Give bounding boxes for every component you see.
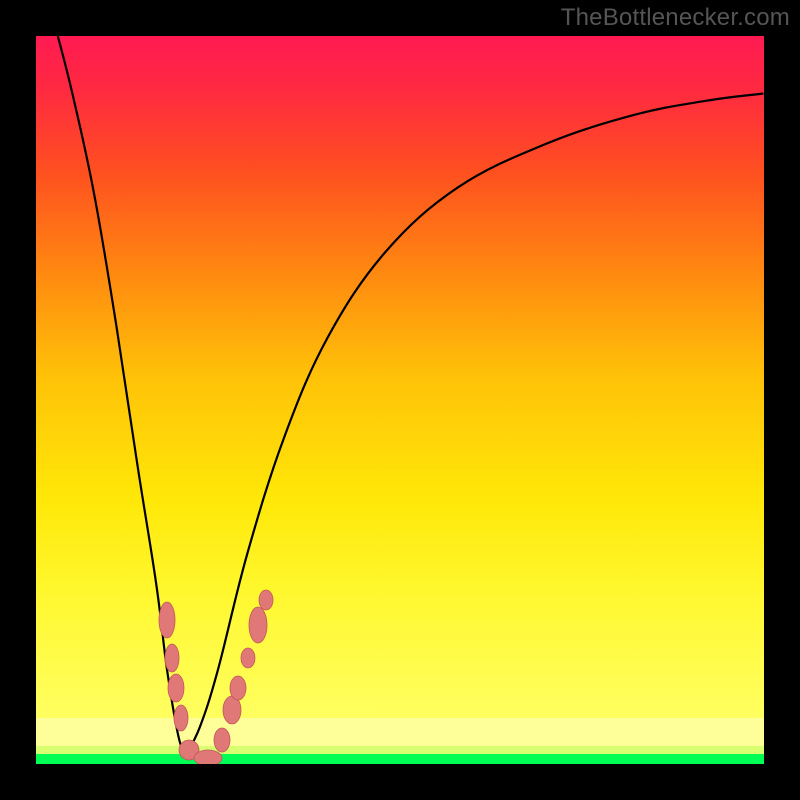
chart-frame: TheBottlenecker.com	[0, 0, 800, 800]
watermark-text: TheBottlenecker.com	[561, 4, 790, 31]
bottleneck-plot	[0, 0, 800, 800]
watermark: TheBottlenecker.com	[561, 4, 790, 32]
